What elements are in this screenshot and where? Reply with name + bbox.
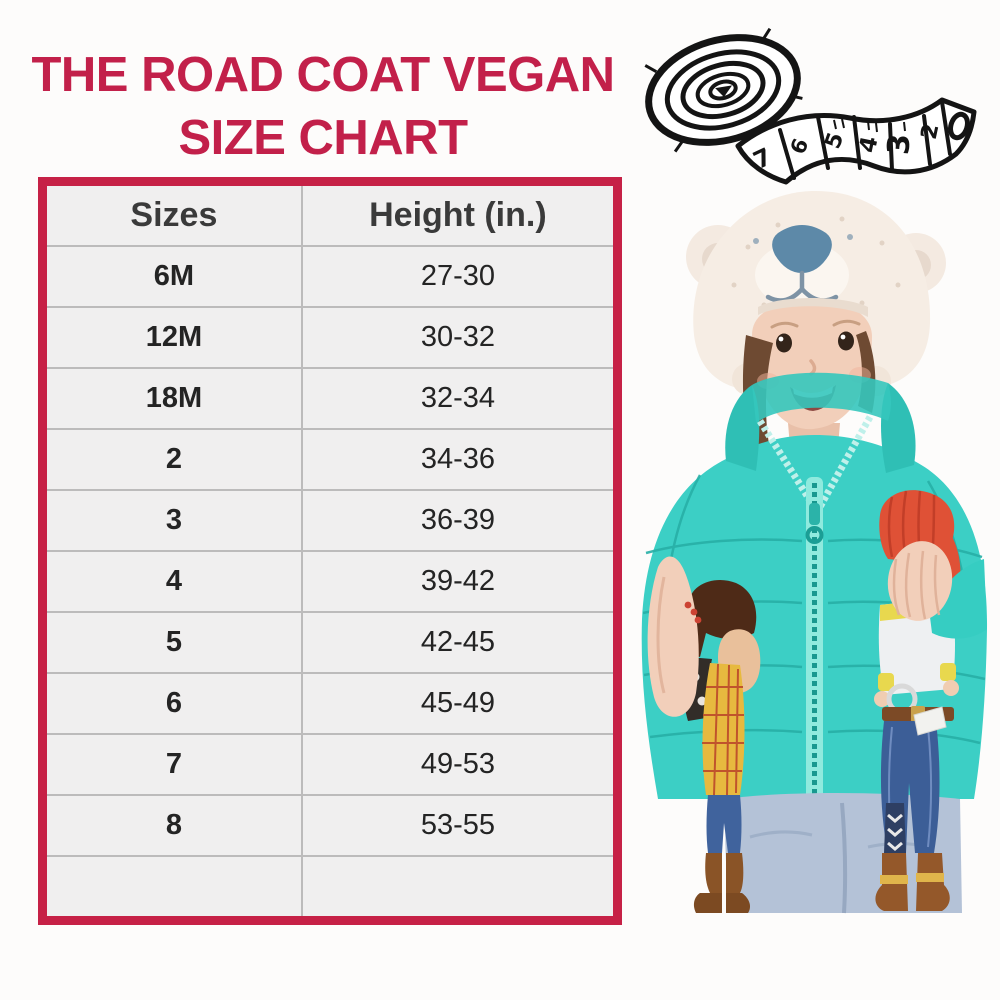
table-row: 3 36-39: [47, 489, 613, 550]
size-cell: 4: [47, 552, 303, 611]
page-title: THE ROAD COAT VEGAN SIZE CHART: [8, 44, 638, 170]
page-title-line2: SIZE CHART: [178, 111, 469, 165]
tape-ticks: [833, 118, 906, 133]
table-row: 6M 27-30: [47, 245, 613, 306]
child-right-hand: [887, 541, 953, 621]
tape-measure-icon: 7 6 5 432: [644, 27, 977, 185]
page-title-line1: THE ROAD COAT VEGAN: [31, 48, 615, 102]
size-cell: 12M: [47, 308, 303, 367]
tape-numbers: 7 6 5 432: [749, 122, 944, 175]
size-table: Sizes Height (in.) 6M 27-30 12M 30-32 18M 32-…: [38, 177, 622, 925]
jessie-tag: [913, 706, 947, 736]
hood-left: [725, 385, 760, 471]
height-cell: 49-53: [420, 748, 495, 780]
size-cell: 2: [47, 430, 303, 489]
tape-end-hole: [948, 111, 970, 141]
toddler-photo-illustration: [641, 190, 988, 914]
table-row: 12M 30-32: [47, 306, 613, 367]
height-cell: [303, 857, 613, 916]
jessie-boots: [875, 853, 950, 911]
tape-number: 2: [917, 122, 945, 142]
table-row: [47, 855, 613, 916]
woody-boots: [693, 853, 750, 913]
table-row: 5 42-45: [47, 611, 613, 672]
size-cell: 8: [47, 796, 303, 855]
size-cell: 5: [47, 613, 303, 672]
eye-right: [838, 331, 854, 351]
tape-coil: [644, 27, 803, 153]
table-header-row: Sizes Height (in.): [47, 186, 613, 245]
height-cell: 27-30: [420, 260, 495, 292]
child-right-sleeve: [930, 559, 987, 639]
height-cell: 32-34: [420, 382, 495, 414]
bear-nose: [772, 225, 832, 273]
height-cell: 53-55: [420, 809, 495, 841]
product-photo: [630, 185, 1000, 915]
table-row: 2 34-36: [47, 428, 613, 489]
table-row: 6 45-49: [47, 672, 613, 733]
table-row: 8 53-55: [47, 794, 613, 855]
size-cell: 18M: [47, 369, 303, 428]
woody-plaid-shirt: [702, 663, 745, 795]
height-cell: 39-42: [420, 565, 495, 597]
zipper-pull: [805, 526, 824, 544]
height-cell: 36-39: [420, 504, 495, 536]
woody-jeans: [706, 795, 742, 853]
size-cell: [47, 857, 303, 916]
height-cell: 34-36: [420, 443, 495, 475]
height-cell: 45-49: [420, 687, 495, 719]
size-cell: 7: [47, 735, 303, 794]
size-cell: 6M: [47, 247, 303, 306]
jessie-hair: [879, 490, 955, 563]
child-left-arm: [647, 556, 702, 717]
bracelet: [684, 601, 702, 624]
zipper: [805, 477, 824, 799]
tape-number: 3: [881, 133, 917, 156]
height-cell: 42-45: [420, 626, 495, 658]
size-cell: 3: [47, 491, 303, 550]
tape-number: 4: [855, 134, 884, 155]
table-row: 4 39-42: [47, 550, 613, 611]
tape-dividers: [778, 100, 952, 180]
table-row: 18M 32-34: [47, 367, 613, 428]
eye-left: [776, 333, 792, 353]
header-sizes: Sizes: [47, 186, 303, 245]
header-height: Height (in.): [369, 196, 547, 234]
height-cell: 30-32: [420, 321, 495, 353]
size-cell: 6: [47, 674, 303, 733]
table-row: 7 49-53: [47, 733, 613, 794]
